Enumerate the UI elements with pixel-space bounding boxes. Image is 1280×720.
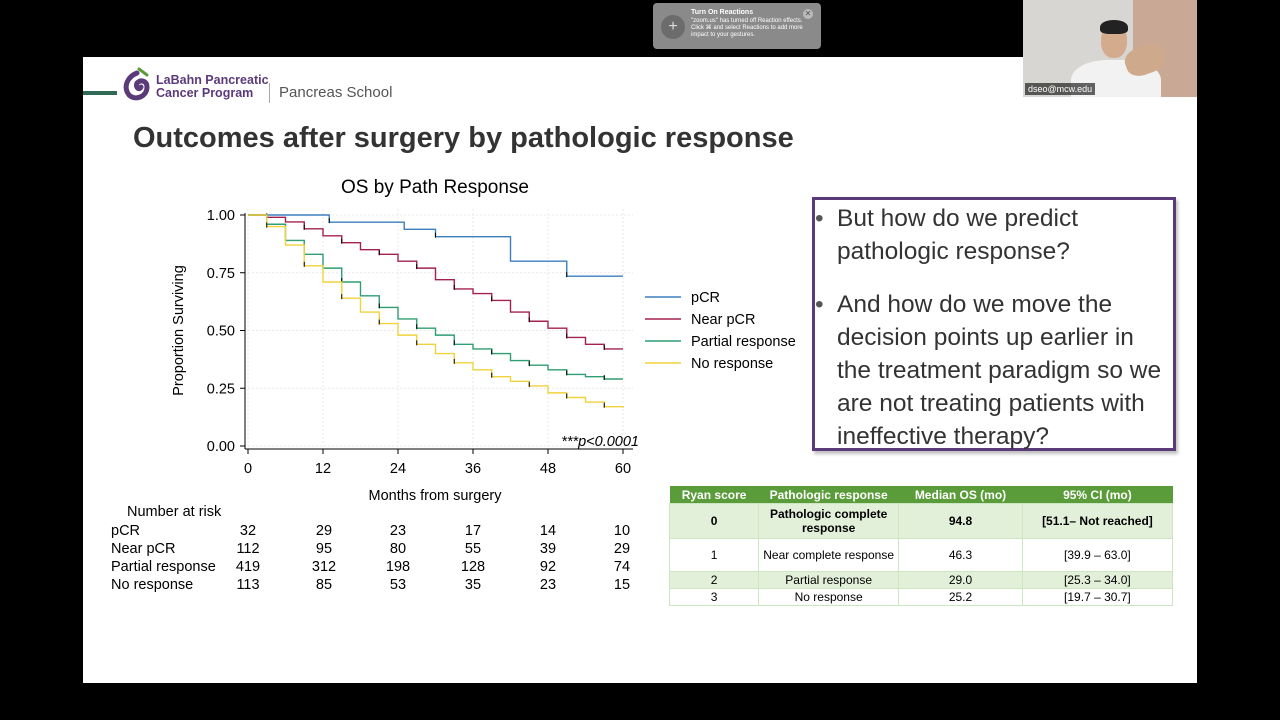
- ryan-header-cell: 95% CI (mo): [1022, 486, 1173, 504]
- ryan-table-row: 1 Near complete response 46.3 [39.9 – 63.0]: [668, 538, 1174, 572]
- ryan-table-row: 2 Partial response 29.0 [25.3 – 34.0]: [668, 571, 1174, 589]
- y-tick-label: 1.00: [207, 208, 235, 224]
- reactions-icon: +: [661, 15, 685, 39]
- risk-cell: 112: [236, 541, 260, 557]
- risk-cell: 32: [239, 523, 257, 539]
- logo-divider: [269, 83, 270, 103]
- risk-cell: 113: [236, 577, 260, 593]
- ryan-header-cell: Ryan score: [669, 486, 759, 504]
- notification-body: "zoom.us" has turned off Reaction effect…: [691, 18, 803, 38]
- risk-cell: 198: [385, 559, 411, 575]
- logo-accent-bar: [83, 91, 117, 95]
- x-tick-label: 60: [615, 461, 631, 477]
- ryan-table-cell: [19.7 – 30.7]: [1021, 588, 1174, 606]
- risk-cell: 23: [389, 523, 407, 539]
- school-name: Pancreas School: [279, 84, 393, 101]
- risk-cell: 14: [539, 523, 557, 539]
- y-tick-label: 0.75: [207, 266, 235, 282]
- ryan-table-row: 0 Pathologic complete response 94.8 [51.1– …: [668, 503, 1174, 539]
- risk-row-label: No response: [111, 577, 194, 593]
- risk-cell: 53: [389, 577, 407, 593]
- risk-cell: 55: [464, 541, 482, 557]
- ryan-header-cell: Median OS (mo): [898, 486, 1023, 504]
- risk-cell: 35: [464, 577, 482, 593]
- risk-row-label: pCR: [111, 523, 141, 539]
- speaker-hair: [1100, 20, 1128, 34]
- risk-cell: 128: [460, 559, 486, 575]
- notification-title: Turn On Reactions: [691, 9, 754, 16]
- ryan-table-cell: No response: [758, 588, 900, 606]
- ryan-table-cell: 25.2: [898, 588, 1023, 606]
- x-tick-label: 12: [315, 461, 331, 477]
- risk-cell: 85: [315, 577, 333, 593]
- callout-bullets: But how do we predict pathologic respons…: [815, 200, 1173, 453]
- zoom-reactions-notification[interactable]: + Turn On Reactions "zoom.us" has turned…: [653, 3, 821, 49]
- ryan-table-cell: 0: [668, 503, 760, 539]
- ryan-table-cell: 2: [668, 571, 760, 589]
- risk-cell: 29: [613, 541, 631, 557]
- ryan-table-row: 3 No response 25.2 [19.7 – 30.7]: [668, 588, 1174, 606]
- callout-bullet: And how do we move the decision points u…: [815, 288, 1173, 453]
- risk-cell: 23: [539, 577, 557, 593]
- ryan-table-cell: [25.3 – 34.0]: [1021, 571, 1174, 589]
- ryan-table-cell: 29.0: [898, 571, 1023, 589]
- x-tick-label: 36: [465, 461, 481, 477]
- risk-table-title: Number at risk: [127, 504, 222, 520]
- callout-bullet: But how do we predict pathologic respons…: [815, 202, 1173, 268]
- x-tick-label: 48: [540, 461, 556, 477]
- risk-cell: 15: [613, 577, 631, 593]
- chart-title: OS by Path Response: [341, 177, 529, 198]
- y-axis-title: Proportion Surviving: [171, 265, 187, 396]
- series-line-near-pcr: [248, 214, 623, 350]
- x-tick-label: 24: [390, 461, 406, 477]
- ryan-table-cell: Partial response: [758, 571, 900, 589]
- ryan-score-table: Ryan score Pathologic response Median OS (…: [668, 486, 1174, 606]
- ryan-table-cell: [51.1– Not reached]: [1021, 503, 1174, 539]
- risk-cell: 419: [235, 559, 261, 575]
- legend-label: No response: [691, 356, 773, 372]
- participant-name: dseo@mcw.edu: [1025, 83, 1096, 95]
- ryan-table-cell: 3: [668, 588, 760, 606]
- ryan-table-cell: [39.9 – 63.0]: [1021, 538, 1174, 572]
- risk-cell: 80: [389, 541, 407, 557]
- survival-chart: OS by Path Response 0.00 0.25 0.50 0.75 1.00 0…: [171, 177, 796, 504]
- ryan-table-header: Ryan score Pathologic response Median OS (…: [669, 486, 1173, 504]
- question-callout-box: But how do we predict pathologic respons…: [812, 197, 1176, 451]
- legend-label: pCR: [691, 290, 720, 306]
- ryan-table-cell: Near complete response: [758, 538, 900, 572]
- risk-cell: 74: [613, 559, 631, 575]
- close-icon[interactable]: ✕: [803, 9, 813, 19]
- risk-row-label: Partial response: [111, 559, 216, 575]
- risk-cell: 92: [539, 559, 557, 575]
- ryan-table-cell: 46.3: [898, 538, 1023, 572]
- presentation-slide: LaBahn Pancreatic Cancer Program Pancrea…: [83, 57, 1197, 683]
- ryan-header-cell: Pathologic response: [758, 486, 899, 504]
- x-tick-label: 0: [244, 461, 252, 477]
- risk-cell: 95: [315, 541, 333, 557]
- legend-label: Near pCR: [691, 312, 755, 328]
- series-line-partial-response: [248, 214, 623, 380]
- y-tick-label: 0.00: [207, 439, 235, 455]
- logo-line-2: Cancer Program: [156, 86, 254, 100]
- risk-cell: 312: [311, 559, 337, 575]
- risk-cell: 39: [539, 541, 557, 557]
- logo-line-1: LaBahn Pancreatic: [156, 73, 269, 87]
- risk-row-label: Near pCR: [111, 541, 176, 557]
- legend-label: Partial response: [691, 334, 796, 350]
- y-tick-label: 0.50: [207, 324, 235, 340]
- risk-cell: 10: [613, 523, 631, 539]
- ryan-table-cell: 94.8: [898, 503, 1023, 539]
- risk-cell: 29: [315, 523, 333, 539]
- ryan-table-cell: 1: [668, 538, 760, 572]
- labahn-logo-icon: [123, 67, 150, 101]
- x-axis-title: Months from surgery: [369, 488, 503, 504]
- program-logo-text: LaBahn Pancreatic Cancer Program: [156, 74, 269, 100]
- risk-cell: 17: [464, 523, 482, 539]
- ryan-table-cell: Pathologic complete response: [758, 503, 900, 539]
- p-value-annotation: ***p<0.0001: [561, 434, 639, 450]
- slide-title: Outcomes after surgery by pathologic res…: [133, 122, 794, 154]
- y-tick-label: 0.25: [207, 381, 235, 397]
- speaker-video-thumbnail[interactable]: dseo@mcw.edu: [1023, 0, 1197, 97]
